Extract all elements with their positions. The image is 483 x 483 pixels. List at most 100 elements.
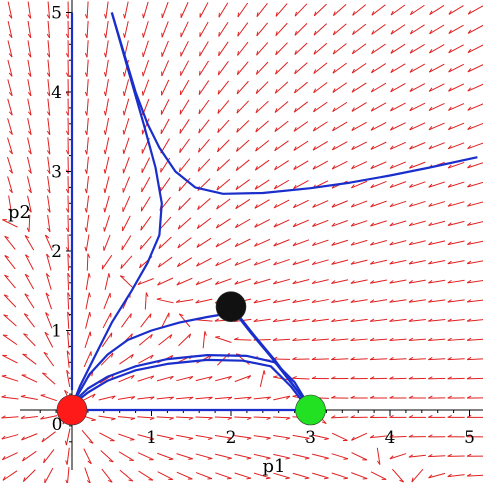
field-arrow-head [65,33,69,39]
field-arrow-shaft [47,214,51,232]
field-arrow-head [351,49,355,55]
field-arrow-shaft [370,180,387,189]
field-arrow-shaft [428,299,446,303]
field-arrow-shaft [256,61,269,75]
field-arrow-shaft [447,474,465,478]
field-arrow-shaft [27,20,32,38]
field-arrow-shaft [313,42,328,55]
field-arrow-shaft [370,259,387,265]
field-arrow-shaft [313,62,328,74]
field-arrow-head [370,241,375,246]
field-arrow-head [428,203,433,207]
field-arrow-head [64,440,67,446]
field-arrow-head [88,292,91,298]
field-arrow-head [8,33,13,38]
field-arrow-head [331,280,336,284]
field-arrow-shaft [256,42,269,56]
field-arrow-shaft [86,1,89,19]
field-arrow-shaft [103,234,111,251]
field-arrow-head [92,393,96,398]
field-arrow-shaft [158,334,173,346]
field-arrow-head [389,357,394,361]
field-arrow-head [103,33,107,38]
field-arrow-shaft [447,181,465,188]
field-arrow-head [332,69,336,74]
field-arrow-head [2,334,8,337]
field-arrow-head [331,261,336,265]
field-arrow-head [41,437,45,443]
field-arrow-shaft [273,239,290,247]
field-arrow-shaft [389,435,407,438]
field-arrow-shaft [81,430,94,444]
field-arrow-shaft [408,358,426,361]
field-arrow-shaft [176,396,194,400]
trajectory-curve [70,311,232,409]
field-arrow-shaft [137,416,155,419]
field-arrow-head [46,273,50,278]
field-arrow-shaft [428,260,446,265]
field-arrow-head [22,456,26,462]
field-arrow-shaft [66,350,70,368]
field-arrow-shaft [22,450,37,462]
field-arrow-shaft [467,221,483,226]
field-arrow-head [285,437,291,440]
field-arrow-shaft [389,279,407,284]
field-arrow-head [332,11,336,16]
x-tick-label: 1 [146,428,157,448]
field-arrow-head [195,299,200,304]
field-arrow-head [235,166,239,171]
field-arrow-head [8,111,13,116]
field-arrow-head [150,354,154,360]
field-arrow-head [273,261,278,266]
field-arrow-shaft [123,137,130,155]
field-arrow-head [409,164,413,169]
field-arrow-shaft [389,358,407,361]
field-arrow-head [254,166,258,171]
field-arrow-shaft [389,453,407,460]
field-arrow-shaft [408,279,426,284]
field-arrow-shaft [7,156,13,174]
field-arrow-head [447,125,452,130]
field-arrow-shaft [351,432,368,441]
field-arrow-shaft [124,20,129,38]
field-arrow-shaft [467,299,483,303]
field-arrow-head [448,106,452,111]
field-arrow-shaft [234,278,252,285]
field-arrow-shaft [292,318,310,323]
field-arrow-shaft [23,313,35,328]
field-arrow-shaft [409,181,426,188]
field-arrow-shaft [409,142,426,150]
y-tick-label: 4 [51,83,62,103]
field-arrow-head [84,52,88,58]
field-arrow-head [65,111,69,116]
field-arrow-head [332,88,336,93]
field-arrow-head [8,130,13,135]
field-arrow-shaft [350,338,368,342]
field-arrow-shaft [7,1,13,19]
field-arrow-shaft [351,452,368,461]
field-arrow-shaft [428,319,446,322]
field-arrow-shaft [214,396,232,400]
field-arrow-head [294,11,297,17]
field-arrow-head [123,33,126,38]
field-arrow-shaft [370,141,387,150]
field-arrow-head [129,439,135,441]
field-arrow-head [66,350,71,355]
field-arrow-shaft [408,338,426,341]
field-arrow-head [160,167,162,173]
field-arrow-head [389,318,394,322]
field-arrow-head [311,376,317,379]
field-arrow-head [408,260,413,265]
field-arrow-shaft [40,415,58,420]
field-arrow-head [350,376,355,380]
field-arrow-head [139,263,142,269]
field-arrow-shaft [40,394,58,402]
field-arrow-head [84,130,88,136]
field-arrow-head [46,253,50,258]
field-arrow-head [103,13,107,19]
field-arrow-shaft [255,100,269,114]
field-arrow-shaft [274,140,289,152]
field-arrow-shaft [389,200,407,208]
field-arrow-shaft [86,40,89,58]
field-arrow-shaft [41,431,56,443]
